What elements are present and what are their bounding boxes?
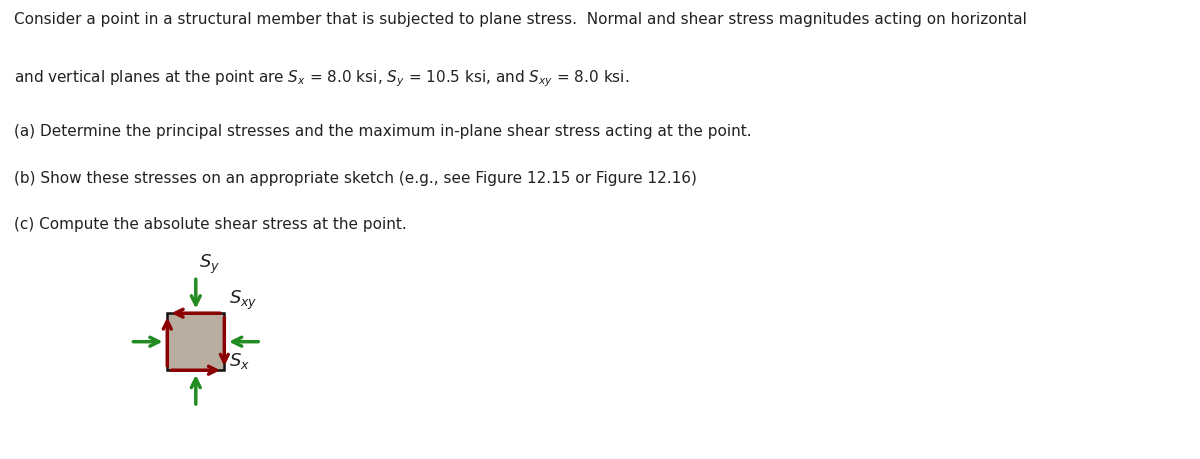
Text: Consider a point in a structural member that is subjected to plane stress.  Norm: Consider a point in a structural member … (14, 12, 1027, 27)
Text: (b) Show these stresses on an appropriate sketch (e.g., see Figure 12.15 or Figu: (b) Show these stresses on an appropriat… (14, 170, 697, 185)
Bar (167, 313, 224, 370)
Text: (a) Determine the principal stresses and the maximum in-plane shear stress actin: (a) Determine the principal stresses and… (14, 124, 752, 139)
Text: $S_{xy}$: $S_{xy}$ (229, 289, 258, 312)
Text: (c) Compute the absolute shear stress at the point.: (c) Compute the absolute shear stress at… (14, 217, 407, 231)
Text: $S_y$: $S_y$ (199, 253, 221, 276)
Text: and vertical planes at the point are $S_x$ = 8.0 ksi, $S_y$ = 10.5 ksi, and $S_{: and vertical planes at the point are $S_… (14, 68, 630, 89)
Text: $S_x$: $S_x$ (229, 350, 250, 370)
